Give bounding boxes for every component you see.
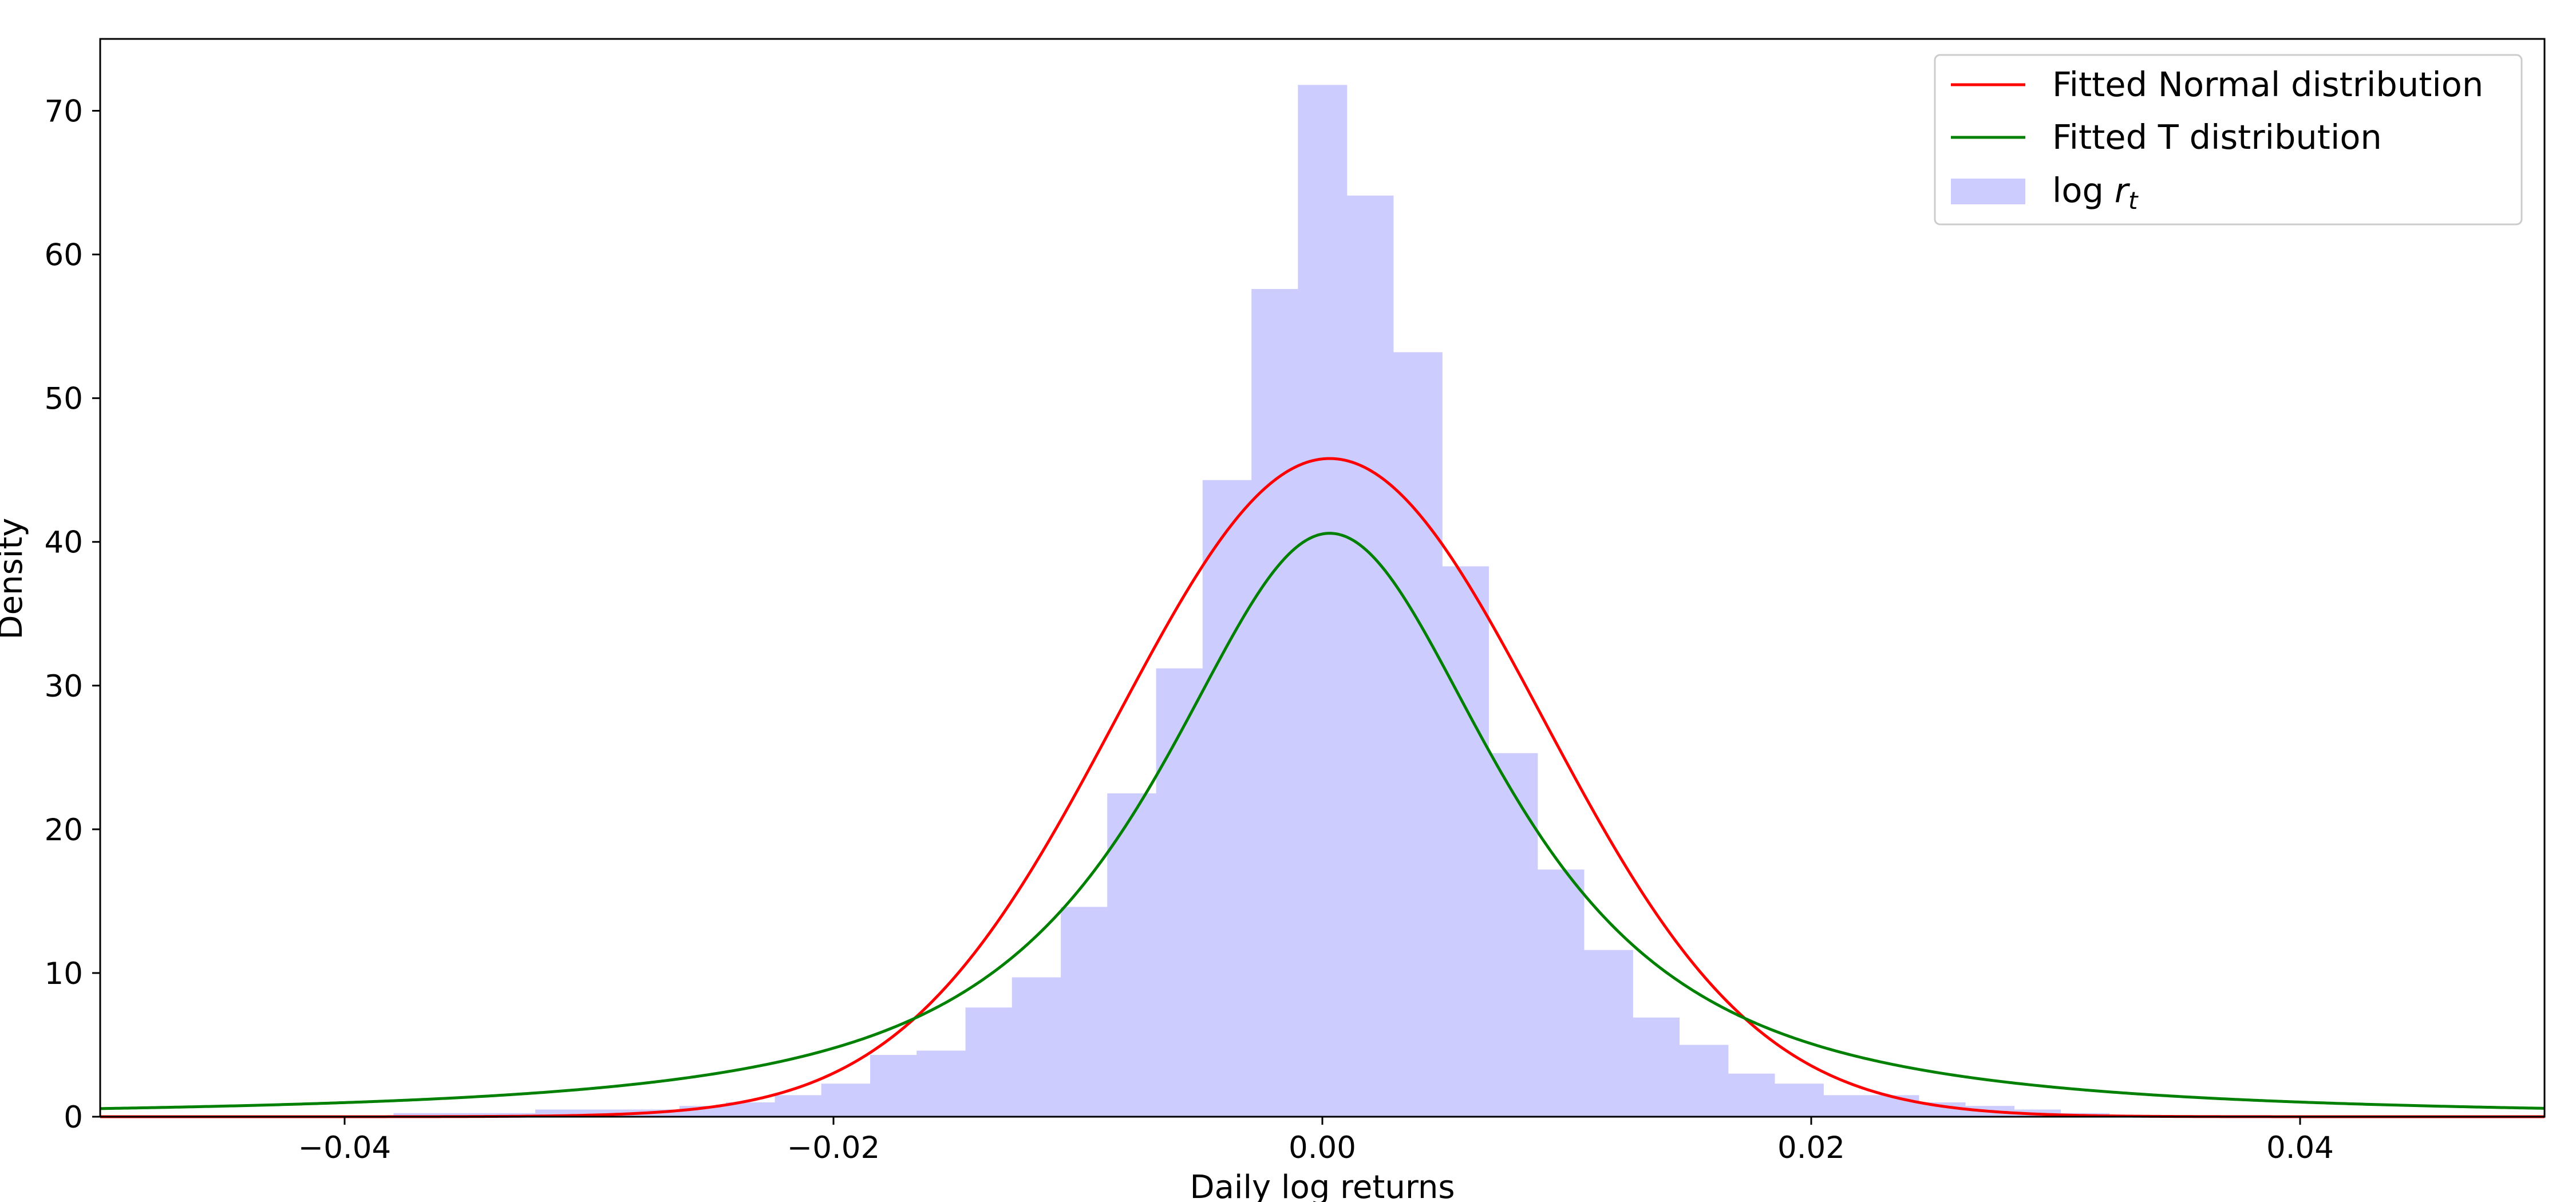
histogram-bar-24 — [1537, 869, 1585, 1117]
y-tick-label: 40 — [45, 525, 83, 560]
histogram-bar-22 — [1442, 566, 1489, 1117]
histogram-bar-13 — [1012, 977, 1061, 1117]
legend-swatch-histogram — [1951, 179, 2025, 204]
x-tick-label: 0.02 — [1777, 1130, 1845, 1165]
legend-box — [1934, 54, 2523, 226]
histogram-bar-25 — [1583, 950, 1633, 1117]
histogram-bar-21 — [1393, 352, 1443, 1117]
x-tick-label: 0.00 — [1289, 1130, 1356, 1165]
legend-label-r: r — [2115, 171, 2131, 210]
histogram-bar-20 — [1346, 195, 1394, 1117]
y-tick-label: 60 — [45, 238, 83, 273]
histogram-bar-9 — [821, 1084, 871, 1117]
histogram-bar-0 — [393, 1113, 441, 1117]
x-axis-ticks: −0.04 −0.02 0.00 0.02 0.04 — [298, 1117, 2334, 1165]
histogram-bar-15 — [1107, 793, 1157, 1117]
histogram-bar-18 — [1251, 288, 1298, 1117]
legend-label-log: log — [2052, 171, 2115, 210]
x-tick-label: 0.04 — [2266, 1130, 2334, 1165]
histogram-bar-12 — [965, 1007, 1013, 1117]
y-tick-label: 30 — [45, 669, 83, 704]
histogram-bar-30 — [1823, 1095, 1871, 1117]
histogram-bar-17 — [1202, 480, 1252, 1117]
y-tick-label: 20 — [45, 813, 83, 848]
histogram-bar-8 — [775, 1095, 822, 1117]
legend: Fitted Normal distribution Fitted T dist… — [1934, 54, 2523, 226]
x-axis-title: Daily log returns — [1190, 1169, 1455, 1202]
x-tick-label: −0.04 — [298, 1130, 391, 1165]
histogram-bar-23 — [1488, 753, 1538, 1117]
histogram-bar-14 — [1061, 907, 1108, 1117]
legend-label-histogram: log rt — [2052, 171, 2139, 215]
histogram-bar-10 — [870, 1055, 917, 1117]
y-axis-ticks: 0 10 20 30 40 50 60 70 — [45, 94, 100, 1135]
histogram-bar-11 — [916, 1050, 966, 1117]
legend-label-t: Fitted T distribution — [2052, 117, 2382, 157]
y-tick-label: 70 — [45, 94, 83, 129]
y-tick-label: 50 — [45, 382, 83, 417]
series-line-t — [100, 532, 2545, 1110]
histogram-bar-28 — [1728, 1073, 1775, 1117]
y-axis-title: Density — [0, 518, 30, 640]
histogram-bar-31 — [1870, 1095, 1919, 1117]
histogram-bar-27 — [1679, 1045, 1729, 1117]
histogram-bar-29 — [1774, 1084, 1824, 1117]
histogram-bar-26 — [1633, 1017, 1680, 1117]
histogram-bars — [393, 85, 2110, 1117]
histogram-bar-1 — [440, 1113, 489, 1117]
histogram-bar-19 — [1298, 85, 1348, 1117]
legend-label-t-subscript: t — [2128, 187, 2139, 215]
histogram-bar-16 — [1156, 668, 1203, 1117]
y-tick-label: 10 — [45, 956, 83, 991]
x-tick-label: −0.02 — [787, 1130, 880, 1165]
y-tick-label: 0 — [64, 1100, 83, 1135]
legend-label-normal: Fitted Normal distribution — [2052, 65, 2483, 104]
